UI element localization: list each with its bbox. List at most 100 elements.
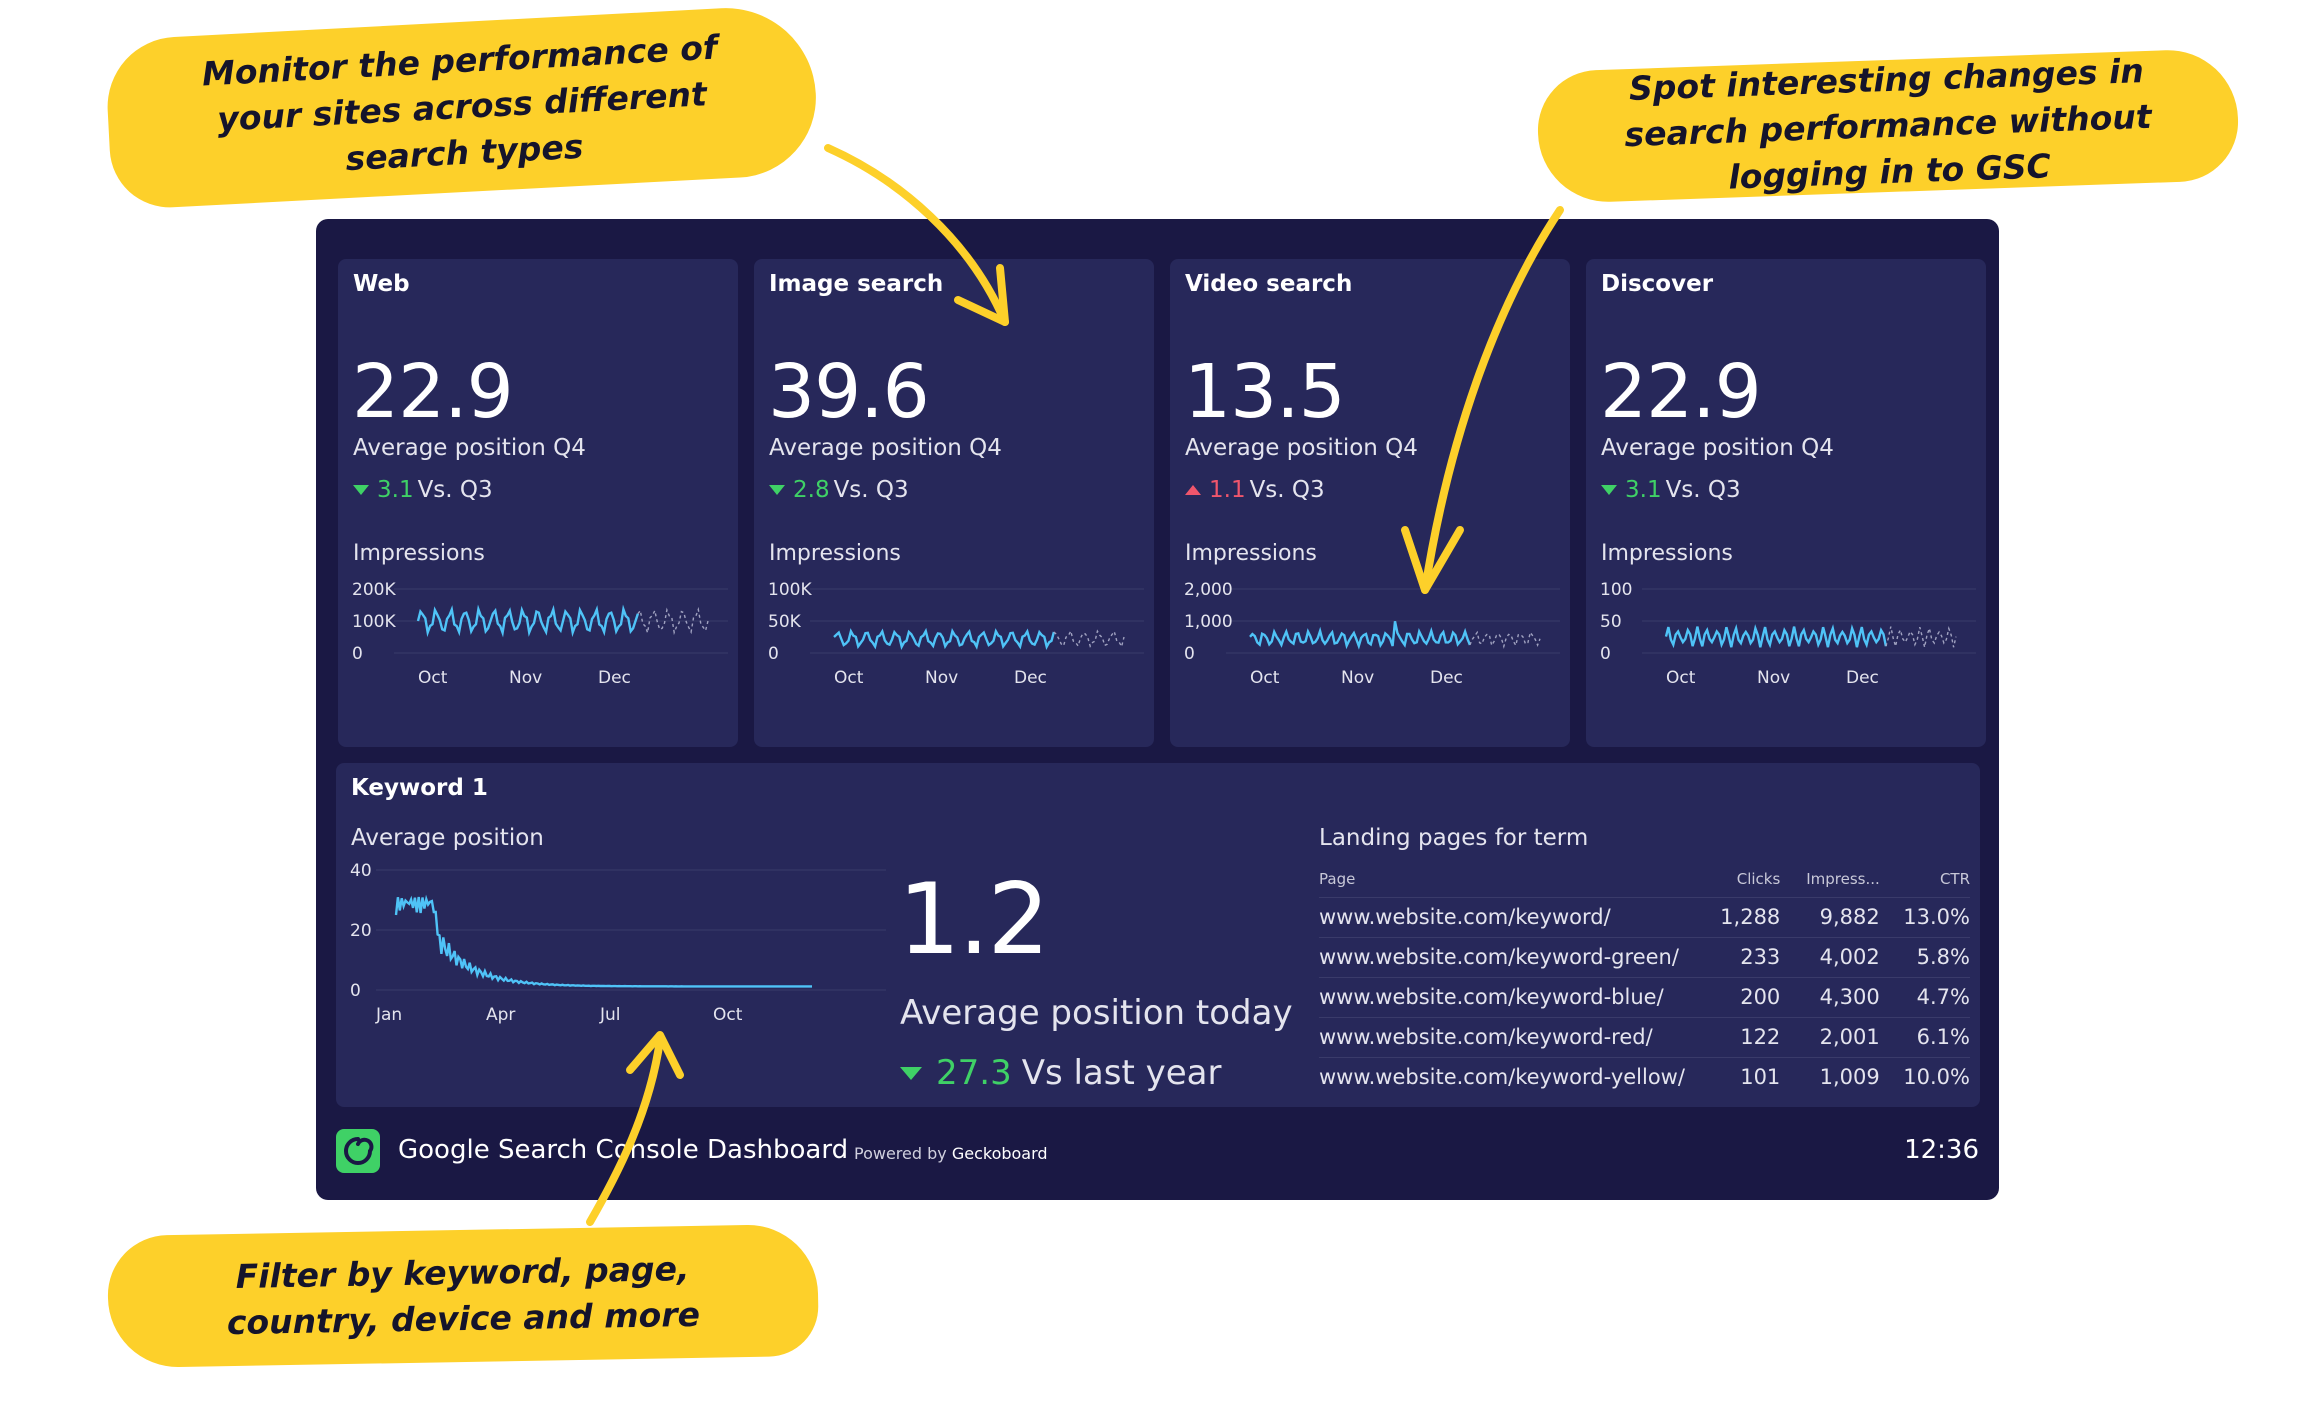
y-tick-label: 40 (350, 861, 372, 881)
cell-ctr: 6.1% (1879, 1017, 1970, 1058)
impressions-chart: 200K 100K 0 Oct Nov Dec (352, 580, 728, 688)
cell-clicks: 122 (1699, 1017, 1781, 1058)
arrow-down-icon (353, 485, 369, 495)
card-value: 13.5 (1184, 349, 1346, 435)
dashboard-footer: Google Search Console Dashboard Powered … (316, 1119, 1999, 1189)
y-tick-label: 100K (768, 580, 812, 600)
callout-filter: Filter by keyword, page, country, device… (106, 1223, 820, 1369)
arrow-up-icon (1185, 485, 1201, 495)
column-header-impressions[interactable]: Impress... (1780, 861, 1880, 898)
impressions-chart: 100 50 0 Oct Nov Dec (1600, 580, 1976, 688)
card-title: Video search (1185, 271, 1353, 297)
previous-period-line (1053, 629, 1125, 649)
x-tick-label: Dec (1430, 668, 1463, 688)
y-tick-label: 200K (352, 580, 396, 600)
callout-text: Filter by keyword, page, country, device… (226, 1249, 701, 1343)
cell-page: www.website.com/keyword/ (1319, 897, 1699, 938)
cell-ctr: 4.7% (1879, 977, 1970, 1018)
table-row[interactable]: www.website.com/keyword-yellow/ 101 1,00… (1319, 1057, 1970, 1097)
card-value: 39.6 (768, 349, 930, 435)
y-tick-label: 0 (768, 644, 779, 664)
dashboard: Web 22.9 Average position Q4 3.1 Vs. Q3 … (316, 219, 1999, 1200)
table-row[interactable]: www.website.com/keyword-green/ 233 4,002… (1319, 937, 1970, 978)
keyword-title: Keyword 1 (351, 775, 488, 801)
table-row[interactable]: www.website.com/keyword-red/ 122 2,001 6… (1319, 1017, 1970, 1058)
arrow-down-icon (769, 485, 785, 495)
card-web[interactable]: Web 22.9 Average position Q4 3.1 Vs. Q3 … (338, 259, 738, 747)
cell-clicks: 200 (1699, 977, 1781, 1018)
arrow-down-icon (900, 1066, 922, 1080)
x-tick-label: Jul (599, 1005, 621, 1025)
x-tick-label: Oct (418, 668, 448, 688)
card-label: Average position Q4 (769, 435, 1002, 461)
dashboard-title: Google Search Console Dashboard (398, 1135, 849, 1165)
impressions-label: Impressions (1185, 541, 1317, 566)
column-header-ctr[interactable]: CTR (1879, 861, 1970, 898)
x-tick-label: Oct (1666, 668, 1696, 688)
card-image-search[interactable]: Image search 39.6 Average position Q4 2.… (754, 259, 1154, 747)
card-delta: 3.1 Vs. Q3 (353, 477, 493, 503)
cell-impressions: 1,009 (1819, 1065, 1880, 1090)
column-header-page[interactable]: Page (1319, 861, 1699, 898)
card-delta: 1.1 Vs. Q3 (1185, 477, 1325, 503)
keyword-big-label: Average position today (900, 993, 1293, 1033)
x-tick-label: Oct (834, 668, 864, 688)
x-tick-label: Nov (1757, 668, 1790, 688)
table-row[interactable]: www.website.com/keyword-blue/ 200 4,300 … (1319, 977, 1970, 1018)
x-tick-label: Oct (1250, 668, 1280, 688)
card-label: Average position Q4 (1185, 435, 1418, 461)
powered-by-prefix: Powered by (854, 1144, 947, 1163)
x-tick-label: Dec (1014, 668, 1047, 688)
cell-ctr: 5.8% (1879, 937, 1970, 978)
column-header-clicks[interactable]: Clicks (1699, 861, 1781, 898)
keyword-delta-label: Vs last year (1021, 1053, 1222, 1093)
average-position-chart: 40 20 0 Jan Apr Jul Oct (350, 861, 886, 1025)
card-label: Average position Q4 (1601, 435, 1834, 461)
impressions-line (1249, 621, 1472, 650)
y-tick-label: 1,000 (1184, 612, 1233, 632)
keyword-big-value: 1.2 (898, 863, 1050, 977)
impressions-label: Impressions (769, 541, 901, 566)
y-tick-label: 100 (1600, 580, 1632, 600)
y-tick-label: 2,000 (1184, 580, 1233, 600)
landing-pages-title: Landing pages for term (1319, 825, 1589, 851)
impressions-chart: 100K 50K 0 Oct Nov Dec (768, 580, 1144, 688)
card-video-search[interactable]: Video search 13.5 Average position Q4 1.… (1170, 259, 1570, 747)
keyword-panel[interactable]: Keyword 1 Average position 40 20 0 Jan Apr Ju… (336, 763, 1980, 1107)
card-title: Web (353, 271, 410, 297)
delta-label: Vs. Q3 (417, 477, 493, 503)
card-value: 22.9 (352, 349, 514, 435)
y-tick-label: 50 (1600, 612, 1622, 632)
cell-page: www.website.com/keyword-blue/ (1319, 977, 1699, 1018)
keyword-delta-value: 27.3 (936, 1053, 1012, 1093)
card-value: 22.9 (1600, 349, 1762, 435)
table-row[interactable]: www.website.com/keyword/ 1,288 9,882 13.… (1319, 897, 1970, 938)
clock-time: 12:36 (1904, 1135, 1979, 1165)
table-header-row: Page Clicks Impress... CTR (1319, 861, 1970, 898)
card-delta: 3.1 Vs. Q3 (1601, 477, 1741, 503)
cell-clicks: 233 (1699, 937, 1781, 978)
y-tick-label: 0 (1600, 644, 1611, 664)
delta-value: 3.1 (377, 477, 414, 503)
cell-impressions: 4,002 (1780, 937, 1880, 978)
card-title: Discover (1601, 271, 1714, 297)
cell-impressions: 9,882 (1780, 897, 1880, 938)
callout-text: Spot interesting changes in search perfo… (1623, 51, 2153, 197)
powered-by-brand[interactable]: Geckoboard (951, 1144, 1048, 1163)
impressions-chart: 2,000 1,000 0 Oct Nov Dec (1184, 580, 1560, 688)
x-tick-label: Dec (1846, 668, 1879, 688)
cell-impressions: 2,001 (1780, 1017, 1880, 1058)
arrow-down-icon (1601, 485, 1617, 495)
callout-spot-changes: Spot interesting changes in search perfo… (1535, 47, 2241, 205)
impressions-line (416, 604, 640, 638)
geckoboard-logo-icon (336, 1129, 380, 1173)
delta-label: Vs. Q3 (833, 477, 909, 503)
cell-clicks: 1,288 (1699, 897, 1781, 938)
cell-ctr: 13.0% (1879, 897, 1970, 938)
x-tick-label: Apr (486, 1005, 515, 1025)
delta-value: 3.1 (1625, 477, 1662, 503)
x-tick-label: Nov (1341, 668, 1374, 688)
previous-period-line (1469, 630, 1541, 649)
card-delta: 2.8 Vs. Q3 (769, 477, 909, 503)
card-discover[interactable]: Discover 22.9 Average position Q4 3.1 Vs… (1586, 259, 1986, 747)
